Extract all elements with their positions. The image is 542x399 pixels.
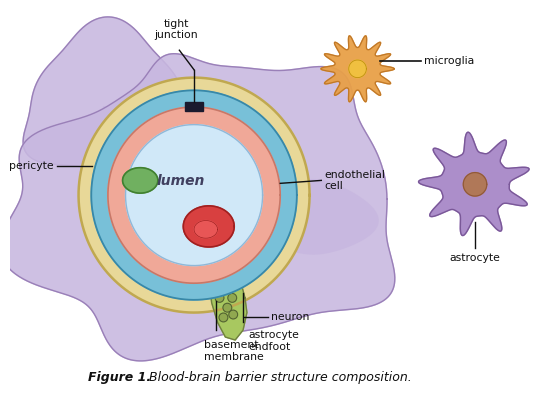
Polygon shape bbox=[23, 17, 189, 170]
Circle shape bbox=[215, 294, 224, 302]
Circle shape bbox=[218, 284, 227, 292]
Polygon shape bbox=[91, 90, 297, 300]
Text: tight
junction: tight junction bbox=[154, 19, 198, 40]
Polygon shape bbox=[108, 107, 280, 283]
Circle shape bbox=[228, 294, 237, 302]
Text: Blood-brain barrier structure composition.: Blood-brain barrier structure compositio… bbox=[145, 371, 412, 384]
Polygon shape bbox=[210, 262, 247, 340]
Bar bbox=[185, 102, 203, 111]
Text: pericyte: pericyte bbox=[9, 161, 54, 171]
Text: Figure 1.: Figure 1. bbox=[88, 371, 151, 384]
Polygon shape bbox=[463, 173, 487, 196]
Polygon shape bbox=[122, 168, 158, 193]
Polygon shape bbox=[194, 221, 217, 238]
Text: lumen: lumen bbox=[156, 174, 204, 188]
Polygon shape bbox=[321, 36, 394, 102]
Text: endothelial
cell: endothelial cell bbox=[324, 170, 385, 191]
Circle shape bbox=[223, 303, 232, 312]
Text: astrocyte
endfoot: astrocyte endfoot bbox=[248, 330, 299, 352]
Polygon shape bbox=[126, 124, 262, 266]
Text: microglia: microglia bbox=[424, 56, 474, 66]
Polygon shape bbox=[418, 132, 529, 235]
Polygon shape bbox=[1, 54, 395, 361]
Circle shape bbox=[226, 279, 235, 288]
Circle shape bbox=[219, 313, 228, 322]
Polygon shape bbox=[183, 206, 234, 247]
Polygon shape bbox=[79, 78, 309, 312]
Text: basement
membrane: basement membrane bbox=[204, 340, 263, 361]
Text: astrocyte: astrocyte bbox=[449, 253, 500, 263]
Circle shape bbox=[229, 310, 237, 319]
Polygon shape bbox=[349, 60, 366, 78]
Polygon shape bbox=[249, 180, 378, 254]
Text: neuron: neuron bbox=[272, 312, 310, 322]
